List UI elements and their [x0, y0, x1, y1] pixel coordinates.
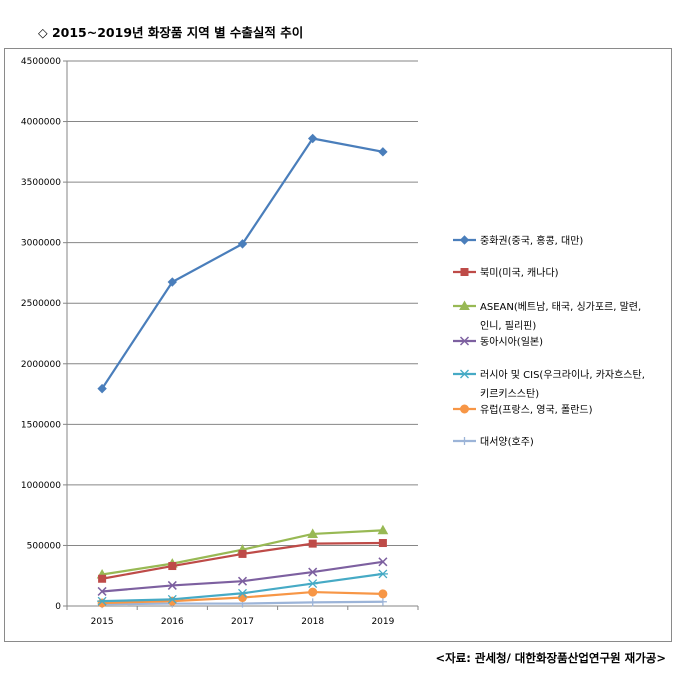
x-tick-label: 2018 [301, 617, 324, 627]
data-point [307, 528, 319, 538]
data-point [167, 594, 178, 604]
chart-frame [4, 48, 672, 642]
legend-label: 인니, 필리핀) [480, 320, 536, 332]
legend-marker [459, 369, 470, 379]
y-tick-label: 2500000 [21, 299, 61, 309]
x-tick-label: 2019 [371, 617, 394, 627]
legend-label: 동아시아(일본) [480, 336, 543, 348]
data-point [378, 147, 388, 157]
legend-label: 러시아 및 CIS(우크라이나, 카자흐스탄, [480, 369, 645, 381]
data-point [98, 574, 107, 583]
data-point [308, 598, 317, 607]
data-point [97, 586, 107, 596]
x-tick-label: 2016 [161, 617, 184, 627]
y-tick-label: 3500000 [21, 178, 61, 188]
legend-label: 대서양(호주) [480, 436, 534, 448]
data-point [378, 539, 387, 548]
legend-marker [460, 268, 469, 276]
legend-label: 북미(미국, 캐나다) [480, 267, 559, 279]
y-tick-label: 2000000 [21, 360, 61, 370]
legend-marker [459, 235, 470, 245]
legend-label: ASEAN(베트남, 태국, 싱가포르, 말련, [480, 301, 641, 313]
x-tick-label: 2015 [91, 617, 114, 627]
legend-marker [459, 336, 470, 346]
source-note: <자료: 관세청/ 대한화장품산업연구원 재가공> [435, 651, 666, 665]
data-point [238, 593, 247, 603]
data-point [167, 580, 177, 590]
data-point [167, 277, 178, 287]
y-tick-label: 1000000 [21, 481, 61, 491]
y-tick-label: 0 [55, 602, 61, 612]
data-point [377, 569, 388, 579]
data-point [377, 524, 389, 535]
y-tick-label: 500000 [27, 541, 62, 551]
data-point [97, 383, 107, 394]
data-point [308, 539, 317, 548]
y-tick-label: 3000000 [21, 239, 61, 249]
y-tick-label: 4000000 [21, 118, 61, 128]
data-point [307, 579, 318, 589]
data-point [307, 133, 318, 144]
series-line [102, 560, 384, 593]
legend-marker [460, 437, 469, 445]
data-point [237, 239, 248, 249]
data-point [378, 589, 388, 599]
data-point [97, 596, 108, 606]
y-tick-label: 1500000 [21, 420, 61, 430]
legend-marker [459, 300, 470, 310]
data-point [378, 557, 388, 567]
data-point [168, 562, 177, 571]
x-tick-label: 2017 [231, 617, 254, 627]
data-point [237, 576, 248, 586]
data-point [237, 588, 248, 598]
data-point [308, 567, 318, 577]
y-tick-label: 4500000 [21, 57, 61, 67]
chart-title: ◇ 2015~2019년 화장품 지역 별 수출실적 추이 [38, 25, 304, 40]
legend-marker [460, 404, 469, 414]
legend-label: 중화권(중국, 홍콩, 대만) [480, 234, 583, 247]
series-line [101, 137, 384, 390]
data-point [378, 597, 387, 606]
legend-label: 유럽(프랑스, 영국, 폴란드) [480, 404, 593, 416]
data-point [308, 587, 318, 597]
legend-label: 키르키스스탄) [480, 388, 539, 400]
data-point [238, 549, 247, 558]
